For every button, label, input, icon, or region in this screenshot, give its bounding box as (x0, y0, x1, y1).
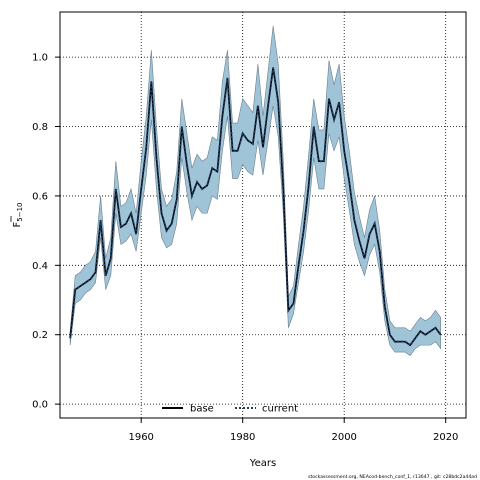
x-tick-label: 1980 (230, 432, 255, 443)
axes: 1960 1980 2000 2020 0.0 0.2 0.4 0.6 0.8 1.0 (32, 53, 458, 443)
y-tick-label: 0.8 (32, 122, 48, 133)
legend: base current (162, 404, 298, 415)
x-tick-label: 2000 (331, 432, 356, 443)
y-axis-title-subscript: 5−10 (16, 203, 24, 222)
y-tick-label: 0.0 (32, 400, 48, 411)
y-tick-label: 1.0 (32, 53, 48, 64)
legend-label-base: base (190, 404, 214, 415)
y-tick-label: 0.6 (32, 191, 48, 202)
x-axis-title: Years (249, 458, 276, 469)
series-lines (69, 67, 442, 347)
x-tick-label: 2020 (433, 432, 458, 443)
y-axis-title: F5−10 (10, 203, 24, 228)
footnote: stockassessment.org, NEAcod-bench_conf_1… (308, 474, 477, 480)
plot-frame (59, 11, 467, 419)
y-tick-label: 0.4 (32, 261, 48, 272)
y-tick-label: 0.2 (32, 330, 48, 341)
series-line-current (69, 67, 442, 347)
confidence-band (69, 25, 441, 356)
y-axis-title-main: F (12, 222, 23, 228)
svg-text:F5−10: F5−10 (12, 203, 24, 228)
confidence-band-area (69, 25, 441, 356)
legend-label-current: current (262, 404, 298, 415)
x-tick-label: 1960 (128, 432, 153, 443)
